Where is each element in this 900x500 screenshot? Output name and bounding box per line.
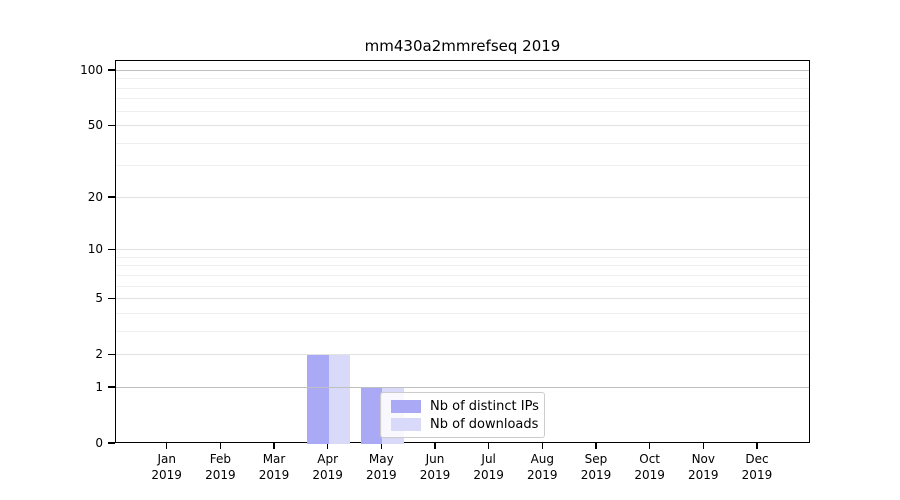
x-tick-label: Apr 2019 bbox=[296, 451, 360, 483]
legend-swatch-distinct-ips bbox=[391, 399, 421, 413]
legend-item-downloads: Nb of downloads bbox=[381, 417, 544, 432]
y-axis-tick bbox=[108, 297, 115, 299]
x-tick-label: Jun 2019 bbox=[403, 451, 467, 483]
x-tick-label-year: 2019 bbox=[580, 468, 612, 482]
y-tick-label: 0 bbox=[95, 436, 103, 450]
y-axis-tick bbox=[108, 248, 115, 250]
x-axis-tick bbox=[756, 443, 758, 449]
x-axis-tick bbox=[702, 443, 704, 449]
x-tick-label-year: 2019 bbox=[419, 468, 451, 482]
x-tick-label-year: 2019 bbox=[151, 468, 182, 482]
x-tick-label-year: 2019 bbox=[312, 468, 343, 482]
gridline bbox=[116, 312, 809, 314]
y-tick-label: 2 bbox=[95, 347, 103, 362]
x-tick-label: Mar 2019 bbox=[242, 451, 306, 483]
gridline bbox=[116, 98, 809, 100]
x-tick-label-month: Oct bbox=[639, 452, 660, 466]
y-tick-label: 1 bbox=[95, 379, 103, 394]
y-tick-label: 50 bbox=[87, 118, 103, 133]
gridline bbox=[116, 78, 809, 80]
x-axis-tick bbox=[434, 443, 436, 449]
x-axis-tick bbox=[380, 443, 382, 449]
y-tick-label: 100 bbox=[80, 62, 103, 77]
legend-label-distinct-ips: Nb of distinct IPs bbox=[430, 398, 539, 414]
x-tick-label: Jul 2019 bbox=[457, 451, 521, 483]
x-axis-tick bbox=[541, 443, 543, 449]
gridline bbox=[116, 125, 809, 127]
gridline bbox=[116, 298, 809, 300]
x-tick-label-month: Jun bbox=[425, 452, 445, 466]
gridline bbox=[116, 256, 809, 258]
x-tick-label-month: Aug bbox=[530, 452, 555, 466]
gridline bbox=[116, 386, 809, 388]
x-tick-label-year: 2019 bbox=[688, 468, 719, 482]
x-tick-label-year: 2019 bbox=[258, 468, 290, 482]
x-tick-label: Dec 2019 bbox=[725, 451, 789, 483]
x-tick-label-month: Mar bbox=[262, 452, 286, 466]
x-tick-label-year: 2019 bbox=[473, 468, 504, 482]
gridline bbox=[116, 354, 809, 356]
gridline bbox=[116, 249, 809, 251]
y-axis-tick bbox=[108, 124, 115, 126]
y-tick-label: 20 bbox=[87, 189, 103, 204]
gridline bbox=[116, 87, 809, 89]
x-tick-label-year: 2019 bbox=[527, 468, 558, 482]
x-tick-label-month: Sep bbox=[584, 452, 608, 466]
x-tick-label-year: 2019 bbox=[634, 468, 665, 482]
gridline bbox=[116, 330, 809, 332]
x-axis-tick bbox=[327, 443, 329, 449]
x-axis-tick bbox=[273, 443, 275, 449]
x-axis-tick bbox=[219, 443, 221, 449]
y-axis-tick bbox=[108, 442, 115, 444]
x-tick-label-month: Jan bbox=[157, 452, 176, 466]
x-tick-label: Sep 2019 bbox=[564, 451, 628, 483]
legend: Nb of distinct IPs Nb of downloads bbox=[380, 392, 545, 438]
legend-item-distinct-ips: Nb of distinct IPs bbox=[381, 399, 544, 414]
gridline bbox=[116, 142, 809, 144]
y-axis-tick bbox=[108, 196, 115, 198]
gridline bbox=[116, 165, 809, 167]
bar-downloads bbox=[328, 355, 351, 444]
x-tick-label-month: May bbox=[368, 452, 394, 466]
x-tick-label: May 2019 bbox=[349, 451, 413, 483]
x-tick-label: Oct 2019 bbox=[618, 451, 682, 483]
x-axis-tick bbox=[166, 443, 168, 449]
legend-label-downloads: Nb of downloads bbox=[430, 416, 539, 432]
x-tick-label-month: Jul bbox=[481, 452, 496, 466]
x-tick-label-month: Apr bbox=[317, 452, 339, 466]
legend-swatch-downloads bbox=[391, 417, 421, 431]
bar-distinct-ips bbox=[360, 387, 383, 444]
y-tick-label: 10 bbox=[87, 242, 103, 257]
x-tick-label-year: 2019 bbox=[741, 468, 773, 482]
y-axis-tick bbox=[108, 386, 115, 388]
x-tick-label: Feb 2019 bbox=[188, 451, 252, 483]
chart-title: mm430a2mmrefseq 2019 bbox=[364, 37, 561, 55]
x-tick-label-month: Feb bbox=[209, 452, 231, 466]
x-tick-label: Nov 2019 bbox=[671, 451, 735, 483]
x-tick-label: Jan 2019 bbox=[135, 451, 199, 483]
y-tick-label: 5 bbox=[95, 291, 103, 306]
x-tick-label-year: 2019 bbox=[205, 468, 236, 482]
x-tick-label-month: Dec bbox=[745, 452, 769, 466]
gridline bbox=[116, 196, 809, 198]
x-axis-tick bbox=[649, 443, 651, 449]
gridline bbox=[116, 274, 809, 276]
bar-distinct-ips bbox=[307, 355, 329, 444]
x-tick-label-year: 2019 bbox=[366, 468, 397, 482]
x-tick-label: Aug 2019 bbox=[510, 451, 574, 483]
x-axis-tick bbox=[488, 443, 490, 449]
gridline bbox=[116, 69, 809, 71]
y-axis-tick bbox=[108, 353, 115, 355]
x-tick-label-month: Nov bbox=[691, 452, 715, 466]
x-axis-tick bbox=[595, 443, 597, 449]
plot-area bbox=[115, 60, 810, 444]
gridline bbox=[116, 110, 809, 112]
gridline bbox=[116, 285, 809, 287]
gridline bbox=[116, 265, 809, 267]
y-axis-tick bbox=[108, 69, 115, 71]
